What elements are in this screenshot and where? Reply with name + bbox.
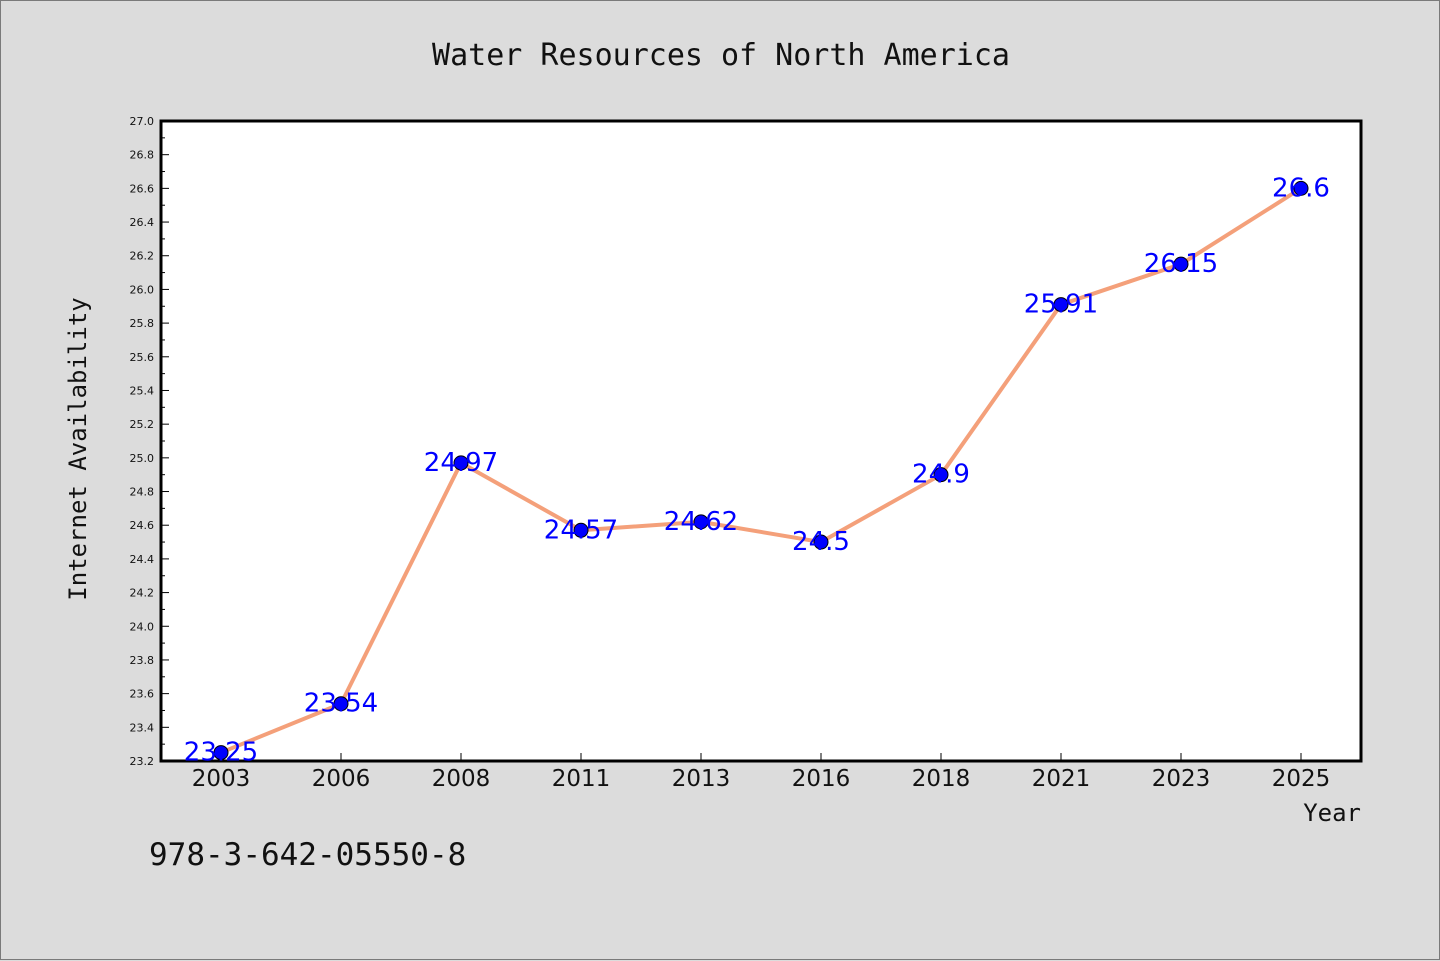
data-point [813,534,829,550]
data-point [1053,297,1069,313]
plot-area [159,119,1363,763]
x-axis-label: Year [1303,799,1361,827]
data-point [933,467,949,483]
x-tick-label: 2016 [792,766,851,792]
y-tick-label: 26.2 [130,250,155,263]
y-tick-label: 23.2 [130,755,155,768]
data-label: 26.6 [1272,173,1330,203]
data-point [1293,180,1309,196]
data-label: 24.5 [792,527,850,557]
y-tick-label: 25.4 [130,384,155,397]
data-label: 23.54 [304,689,378,719]
chart-title: Water Resources of North America [432,38,1010,73]
isbn-text: 978-3-642-05550-8 [149,837,466,873]
data-label: 26.15 [1144,249,1218,279]
data-point [333,696,349,712]
data-label: 25.91 [1024,290,1098,320]
y-axis-label: Internet Availability [64,297,92,600]
y-tick-label: 24.0 [130,620,155,633]
y-tick-label: 25.6 [130,351,155,364]
data-label: 24.9 [912,460,970,490]
data-point [453,455,469,471]
y-axis: 23.2 23.4 23.6 23.8 24.0 24.2 24.4 24.6 24.8 25.0… [130,115,169,768]
x-tick-label: 2025 [1272,766,1331,792]
data-label: 24.57 [544,515,618,545]
y-tick-label: 26.4 [130,216,155,229]
x-tick-label: 2008 [432,766,491,792]
data-point [693,514,709,530]
data-label: 24.97 [424,448,498,478]
data-point [1173,256,1189,272]
series-line [220,186,1303,755]
y-tick-label: 27.0 [130,115,155,128]
series-layer: 23.25 23.54 24.97 24.57 24.62 24.5 24.9 25.91 26… [184,173,1330,767]
y-tick-label: 24.4 [130,553,155,566]
y-tick-label: 24.2 [130,587,155,600]
y-tick-label: 26.6 [130,182,155,195]
data-label: 23.25 [184,738,258,768]
y-tick-label: 26.8 [130,149,155,162]
y-tick-label: 23.4 [130,721,155,734]
x-tick-label: 2013 [672,766,731,792]
y-tick-label: 25.8 [130,317,155,330]
x-tick-label: 2023 [1152,766,1211,792]
data-point [213,745,229,761]
y-tick-label: 24.8 [130,486,155,499]
y-tick-label: 24.6 [130,519,155,532]
data-label: 24.62 [664,507,738,537]
x-tick-label: 2011 [552,766,611,792]
y-tick-label: 23.6 [130,688,155,701]
y-tick-label: 25.2 [130,418,155,431]
x-axis: 2003 2006 2008 2011 2013 2016 2018 2021 2023 2025 [192,753,1331,792]
y-tick-label: 25.0 [130,452,155,465]
x-tick-label: 2006 [312,766,371,792]
data-point [573,522,589,538]
y-tick-label: 23.8 [130,654,155,667]
x-tick-label: 2021 [1032,766,1091,792]
x-tick-label: 2003 [192,766,251,792]
y-tick-label: 26.0 [130,283,155,296]
x-tick-label: 2018 [912,766,971,792]
